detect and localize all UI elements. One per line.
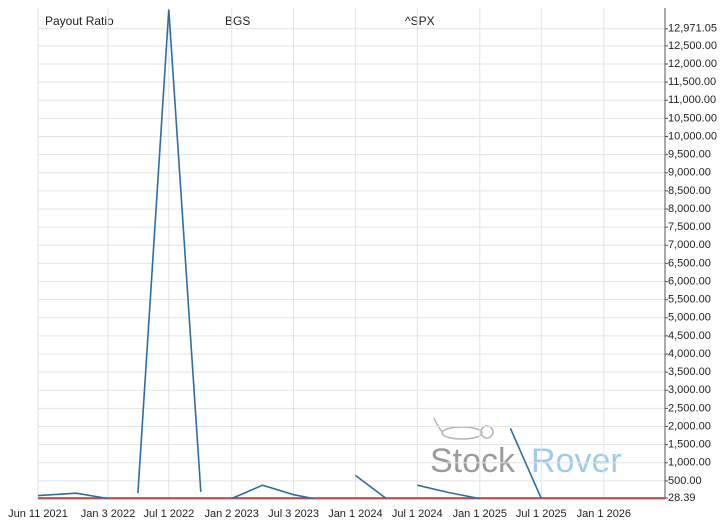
y-tick-label: 4,500.00 xyxy=(668,330,711,342)
y-tick-label: 12,000.00 xyxy=(668,58,717,70)
x-tick-label: Jul 1 2022 xyxy=(143,508,194,520)
y-tick-label: 2,000.00 xyxy=(668,420,711,432)
x-tick-label: Jan 1 2025 xyxy=(453,508,507,520)
x-tick-label: Jan 1 2024 xyxy=(328,508,382,520)
y-tick-label: 5,000.00 xyxy=(668,312,711,324)
chart-title: Payout Ratio xyxy=(45,14,114,28)
y-tick-label: 8,500.00 xyxy=(668,185,711,197)
watermark: Rover xyxy=(531,442,622,480)
y-tick-label: 6,500.00 xyxy=(668,257,711,269)
watermark-dog xyxy=(433,417,494,440)
x-tick-label: Jul 1 2025 xyxy=(516,508,567,520)
watermark: Stock xyxy=(430,442,516,480)
x-tick-label: Jun 11 2021 xyxy=(8,508,68,520)
x-tick-label: Jan 2 2023 xyxy=(204,508,258,520)
y-tick-label: 12,500.00 xyxy=(668,40,717,52)
y-tick-label: 28.39 xyxy=(668,492,696,504)
y-tick-label: 12,971.05 xyxy=(668,23,717,35)
y-tick-label: 500.00 xyxy=(668,475,702,487)
y-tick-label: 3,500.00 xyxy=(668,366,711,378)
legend-entry: ^SPX xyxy=(405,14,435,28)
y-tick-label: 8,000.00 xyxy=(668,203,711,215)
y-tick-label: 3,000.00 xyxy=(668,384,711,396)
y-tick-label: 6,000.00 xyxy=(668,275,711,287)
y-tick-label: 2,500.00 xyxy=(668,402,711,414)
x-tick-label: Jan 1 2026 xyxy=(577,508,631,520)
y-tick-label: 7,000.00 xyxy=(668,239,711,251)
x-tick-label: Jan 3 2022 xyxy=(81,508,135,520)
y-tick-label: 5,500.00 xyxy=(668,294,711,306)
y-tick-label: 9,500.00 xyxy=(668,149,711,161)
y-tick-label: 4,000.00 xyxy=(668,348,711,360)
y-tick-label: 11,000.00 xyxy=(668,94,716,106)
y-tick-label: 7,500.00 xyxy=(668,221,711,233)
legend-entry: BGS xyxy=(225,14,250,28)
x-tick-label: Jul 3 2023 xyxy=(268,508,319,520)
y-tick-label: 10,000.00 xyxy=(668,130,717,142)
y-tick-label: 1,000.00 xyxy=(668,457,711,469)
y-tick-label: 10,500.00 xyxy=(668,112,717,124)
series-line xyxy=(37,9,543,500)
y-tick-label: 1,500.00 xyxy=(668,439,711,451)
y-tick-label: 9,000.00 xyxy=(668,167,711,179)
x-tick-label: Jul 1 2024 xyxy=(392,508,443,520)
y-tick-label: 11,500.00 xyxy=(668,76,716,88)
plot: Jun 11 2021 Jan 3 2022 Jul 1 2022 Jan 2 202… xyxy=(8,8,717,520)
